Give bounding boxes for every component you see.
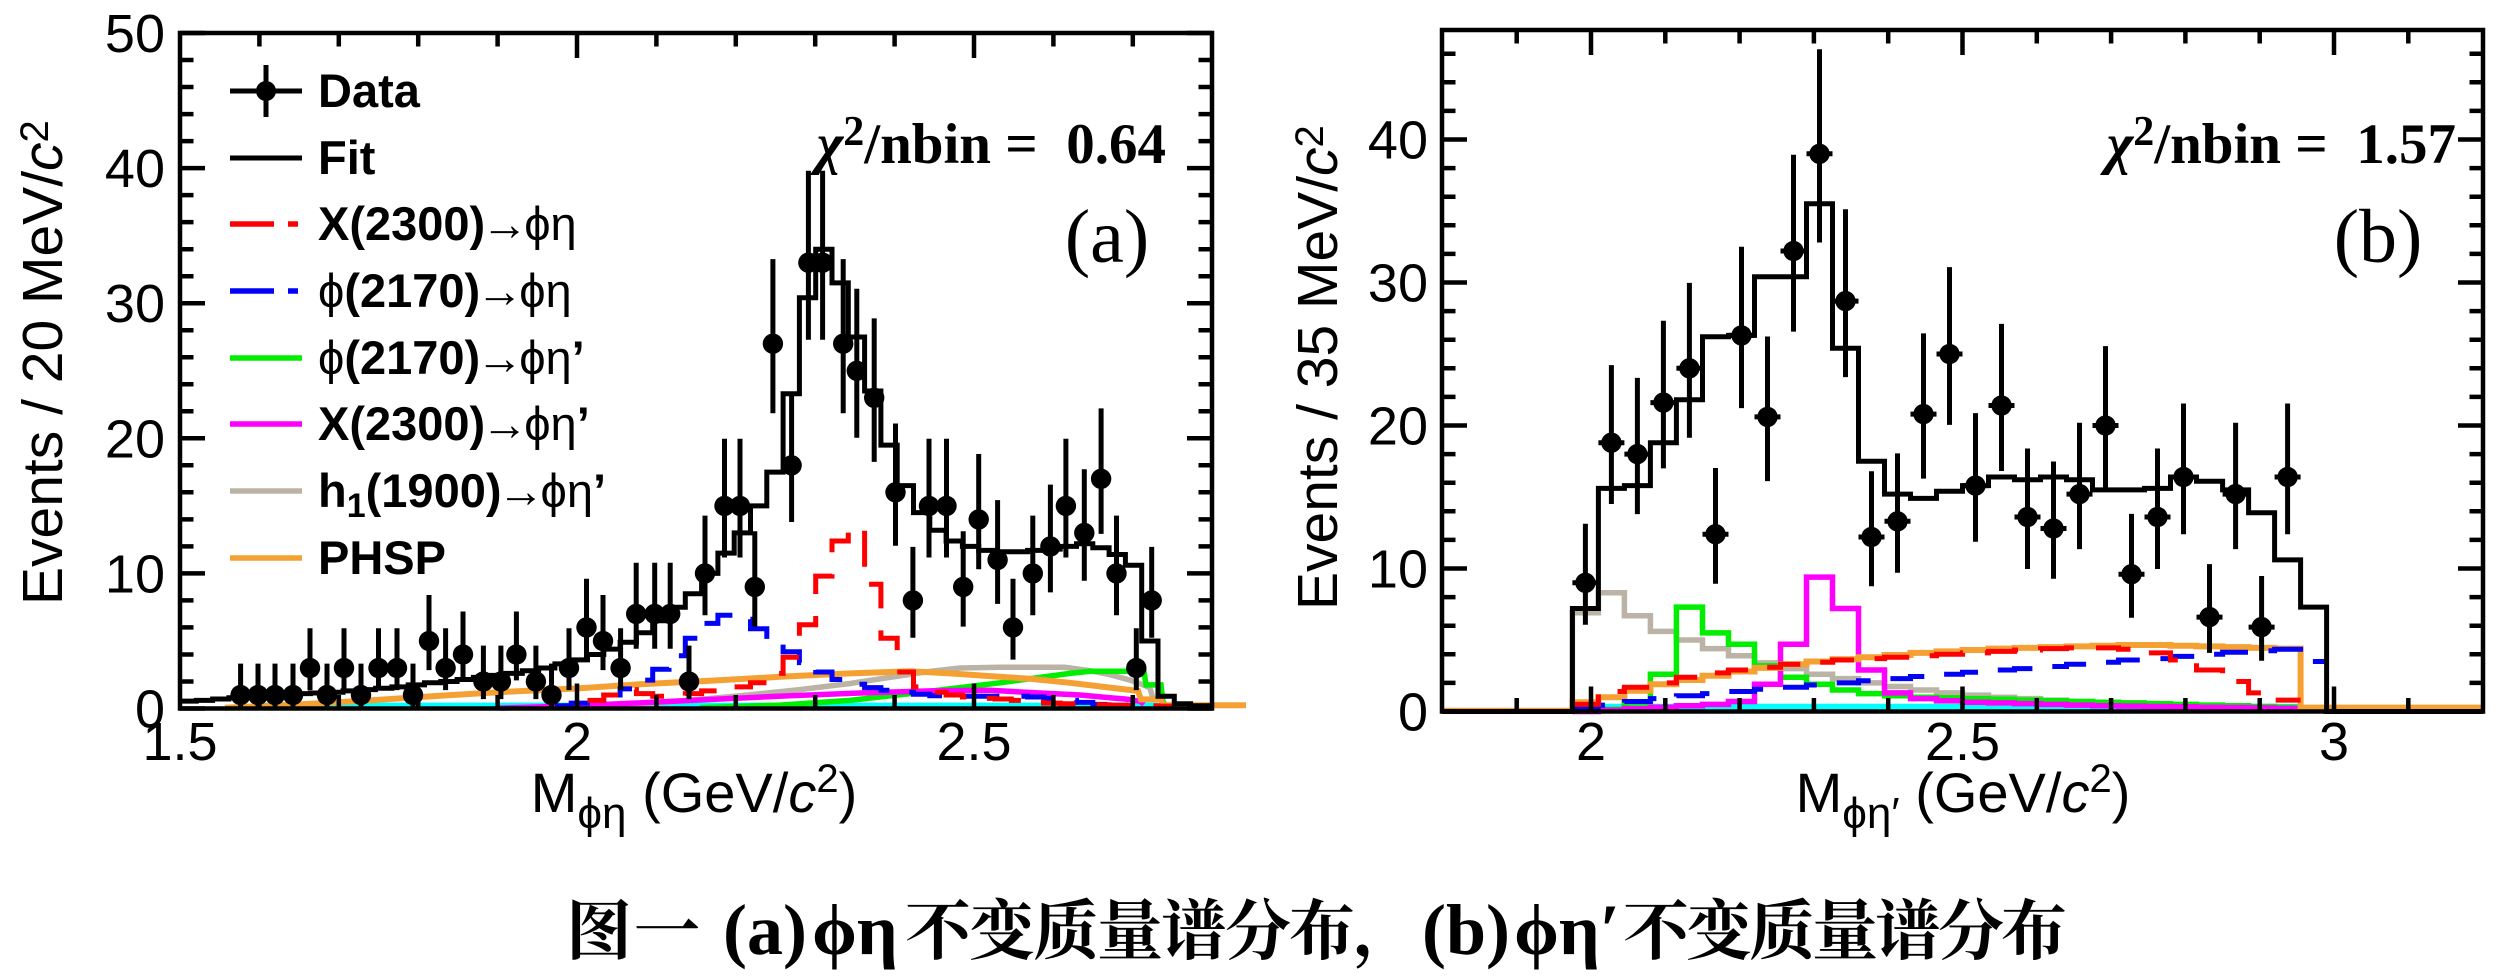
svg-text:2.5: 2.5 — [936, 712, 1011, 772]
svg-text:Events / 20 MeV/c2: Events / 20 MeV/c2 — [11, 120, 75, 605]
svg-text:(b): (b) — [1422, 890, 1510, 970]
svg-text:30: 30 — [105, 274, 165, 334]
svg-text:20: 20 — [1368, 397, 1428, 457]
svg-text:X(2300)→ϕη: X(2300)→ϕη — [318, 197, 577, 250]
svg-text:10: 10 — [1368, 540, 1428, 600]
svg-text:PHSP: PHSP — [318, 531, 446, 584]
svg-text:3: 3 — [2319, 712, 2349, 772]
svg-text:ϕη′: ϕη′ — [1514, 890, 1620, 970]
svg-text:Events / 35 MeV/c2: Events / 35 MeV/c2 — [1286, 125, 1350, 610]
svg-text:50: 50 — [105, 4, 165, 64]
svg-text:40: 40 — [105, 139, 165, 199]
svg-text:(a): (a) — [1065, 195, 1149, 279]
svg-text:2: 2 — [1576, 712, 1606, 772]
svg-text:1.5: 1.5 — [142, 712, 217, 772]
svg-text:2.5: 2.5 — [1925, 712, 2000, 772]
svg-text:40: 40 — [1368, 111, 1428, 171]
svg-text:0: 0 — [135, 680, 165, 740]
svg-text:ϕ(2170)→ϕη’: ϕ(2170)→ϕη’ — [318, 331, 585, 384]
svg-text:0: 0 — [1398, 683, 1428, 743]
svg-text:χ2/nbin = 0.64: χ2/nbin = 0.64 — [810, 109, 1166, 176]
svg-text:2: 2 — [562, 712, 592, 772]
svg-text:h1(1900)→ϕη’: h1(1900)→ϕη’ — [318, 464, 606, 525]
svg-text:10: 10 — [105, 544, 165, 604]
svg-text:X(2300)→ϕη’: X(2300)→ϕη’ — [318, 397, 590, 450]
svg-text:Data: Data — [318, 64, 421, 117]
svg-text:30: 30 — [1368, 254, 1428, 314]
svg-text:20: 20 — [105, 409, 165, 469]
svg-text:ϕ(2170)→ϕη: ϕ(2170)→ϕη — [318, 264, 572, 317]
svg-text:χ2/nbin = 1.57: χ2/nbin = 1.57 — [2100, 109, 2456, 176]
svg-text:(b): (b) — [2334, 195, 2423, 279]
svg-text:(a): (a) — [723, 890, 807, 970]
svg-text:ϕη: ϕη — [812, 890, 898, 970]
svg-text:Fit: Fit — [318, 131, 376, 184]
